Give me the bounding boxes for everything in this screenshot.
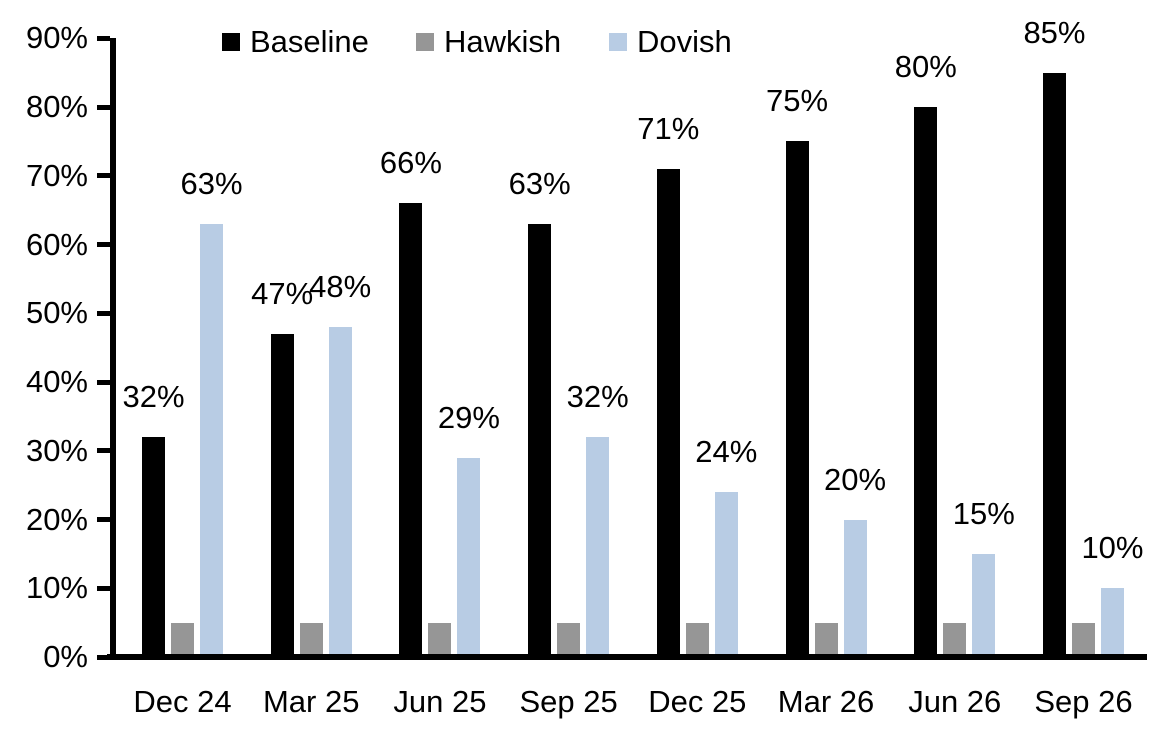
- legend-item-baseline: Baseline: [222, 24, 369, 59]
- bar-value-label-baseline-sep-25: 63%: [508, 165, 571, 201]
- bar-baseline-sep-25: [528, 223, 552, 657]
- bar-value-label-dovish-dec-25: 24%: [695, 434, 758, 469]
- y-axis-tick-label-10%: 10%: [25, 570, 88, 606]
- y-axis-tick-label-90%: 90%: [25, 20, 88, 56]
- bar-value-label-dovish-jun-25: 29%: [437, 399, 500, 435]
- bar-dovish-jun-25: [457, 457, 481, 657]
- y-axis-tick-label-60%: 60%: [25, 226, 88, 262]
- x-axis-label-dec-25: Dec 25: [648, 684, 747, 719]
- y-axis-line: [110, 38, 116, 660]
- y-axis-tick-mark: [97, 379, 110, 385]
- bar-value-label-baseline-sep-26: 85%: [1023, 14, 1086, 50]
- bar-value-label-dovish-sep-26: 10%: [1081, 530, 1144, 566]
- bar-value-label-dovish-dec-24: 63%: [180, 165, 243, 201]
- legend-label: Hawkish: [444, 24, 562, 59]
- y-axis-tick-mark: [97, 242, 110, 247]
- bar-hawkish-mar-25: [299, 622, 323, 657]
- y-axis-tick-mark: [97, 585, 110, 591]
- legend-label: Dovish: [637, 24, 732, 59]
- bar-baseline-jun-26: [914, 107, 938, 657]
- bar-dovish-dec-25: [714, 492, 738, 657]
- y-axis-tick-label-20%: 20%: [25, 501, 88, 537]
- bar-hawkish-mar-26: [814, 622, 838, 657]
- bar-value-label-dovish-mar-25: 48%: [309, 269, 372, 304]
- bar-hawkish-sep-25: [557, 622, 581, 657]
- y-axis-tick-label-80%: 80%: [25, 89, 88, 124]
- bar-hawkish-jun-25: [428, 622, 452, 657]
- y-axis-tick-mark: [97, 173, 110, 179]
- bar-value-label-baseline-jun-25: 66%: [379, 145, 442, 181]
- y-axis-tick-label-50%: 50%: [25, 295, 88, 331]
- bar-value-label-dovish-mar-26: 20%: [824, 461, 887, 497]
- x-axis-label-mar-26: Mar 26: [777, 684, 875, 719]
- bar-dovish-sep-25: [586, 437, 610, 657]
- y-axis-tick-mark: [97, 104, 110, 110]
- legend-item-dovish: Dovish: [609, 24, 732, 59]
- y-axis-tick-mark: [97, 35, 110, 41]
- bar-dovish-mar-26: [843, 519, 867, 657]
- x-axis-label-sep-26: Sep 26: [1034, 684, 1133, 719]
- legend-swatch-icon: [416, 33, 434, 51]
- bar-value-label-baseline-dec-25: 71%: [637, 110, 700, 146]
- bar-value-label-dovish-jun-26: 15%: [952, 495, 1015, 531]
- bar-dovish-jun-26: [972, 553, 996, 657]
- bar-baseline-mar-25: [270, 333, 294, 657]
- y-axis-tick-label-0%: 0%: [43, 639, 88, 674]
- bar-dovish-sep-26: [1100, 588, 1124, 657]
- legend-item-hawkish: Hawkish: [416, 24, 562, 59]
- legend-label: Baseline: [250, 24, 369, 59]
- y-axis-tick-label-30%: 30%: [25, 432, 88, 468]
- bar-value-label-baseline-mar-26: 75%: [766, 83, 829, 119]
- bar-value-label-baseline-jun-26: 80%: [894, 49, 957, 84]
- bar-hawkish-dec-25: [685, 622, 709, 657]
- bar-dovish-mar-25: [328, 327, 352, 657]
- bar-baseline-jun-25: [399, 203, 423, 657]
- bar-hawkish-jun-26: [943, 622, 967, 657]
- y-axis-tick-label-70%: 70%: [25, 157, 88, 193]
- y-axis-tick-mark: [97, 517, 110, 522]
- y-axis-tick-mark: [97, 654, 110, 660]
- x-axis-label-mar-25: Mar 25: [262, 684, 360, 719]
- bar-baseline-dec-24: [142, 437, 165, 657]
- legend-swatch-icon: [222, 33, 240, 51]
- y-axis-tick-mark: [97, 310, 110, 316]
- x-axis-line: [107, 654, 1147, 660]
- bar-baseline-dec-25: [656, 168, 680, 657]
- x-axis-label-sep-25: Sep 25: [519, 684, 618, 719]
- bar-hawkish-dec-24: [171, 622, 194, 657]
- y-axis-tick-mark: [97, 448, 110, 454]
- bar-hawkish-sep-26: [1071, 622, 1095, 657]
- x-axis-label-dec-24: Dec 24: [133, 684, 232, 719]
- bar-value-label-baseline-dec-24: 32%: [122, 379, 185, 414]
- y-axis-tick-label-40%: 40%: [25, 364, 88, 399]
- bar-value-label-baseline-mar-25: 47%: [251, 275, 314, 311]
- bar-value-label-dovish-sep-25: 32%: [566, 379, 629, 414]
- x-axis-label-jun-25: Jun 25: [393, 684, 487, 719]
- x-axis-label-jun-26: Jun 26: [908, 684, 1002, 719]
- bar-baseline-sep-26: [1042, 72, 1066, 657]
- bar-baseline-mar-26: [785, 141, 809, 657]
- bar-dovish-dec-24: [200, 223, 223, 657]
- legend-swatch-icon: [609, 33, 627, 51]
